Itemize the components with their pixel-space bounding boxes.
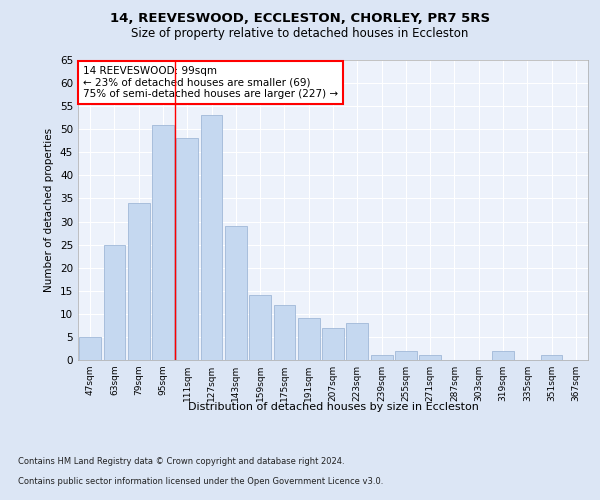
Bar: [176, 138, 198, 360]
Bar: [104, 244, 125, 360]
Text: 14, REEVESWOOD, ECCLESTON, CHORLEY, PR7 5RS: 14, REEVESWOOD, ECCLESTON, CHORLEY, PR7 …: [110, 12, 490, 26]
Bar: [371, 356, 392, 360]
Bar: [128, 203, 149, 360]
Text: Contains HM Land Registry data © Crown copyright and database right 2024.: Contains HM Land Registry data © Crown c…: [18, 458, 344, 466]
Bar: [274, 304, 295, 360]
Text: Contains public sector information licensed under the Open Government Licence v3: Contains public sector information licen…: [18, 478, 383, 486]
Bar: [492, 351, 514, 360]
Bar: [225, 226, 247, 360]
Text: Size of property relative to detached houses in Eccleston: Size of property relative to detached ho…: [131, 28, 469, 40]
Bar: [298, 318, 320, 360]
Text: Distribution of detached houses by size in Eccleston: Distribution of detached houses by size …: [188, 402, 478, 412]
Bar: [249, 296, 271, 360]
Bar: [395, 351, 417, 360]
Bar: [152, 124, 174, 360]
Bar: [79, 337, 101, 360]
Bar: [541, 356, 562, 360]
Bar: [419, 356, 441, 360]
Text: 14 REEVESWOOD: 99sqm
← 23% of detached houses are smaller (69)
75% of semi-detac: 14 REEVESWOOD: 99sqm ← 23% of detached h…: [83, 66, 338, 99]
Y-axis label: Number of detached properties: Number of detached properties: [44, 128, 55, 292]
Bar: [322, 328, 344, 360]
Bar: [200, 116, 223, 360]
Bar: [346, 323, 368, 360]
